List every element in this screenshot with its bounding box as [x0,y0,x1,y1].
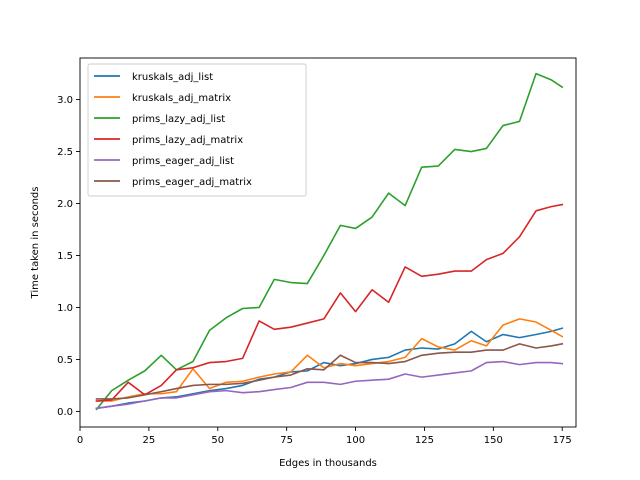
y-tick-label: 3.0 [57,95,73,106]
x-tick-label: 150 [484,435,503,446]
x-tick-label: 75 [280,435,293,446]
series-line-kruskals-adj-list [95,327,564,410]
x-tick-label: 100 [346,435,365,446]
legend-entry-kruskals-adj-matrix: kruskals_adj_matrix [132,93,231,104]
legend-entry-prims-lazy-adj-matrix: prims_lazy_adj_matrix [132,135,243,146]
series-line-prims-eager-adj-matrix [95,342,564,400]
legend-entry-kruskals-adj-list: kruskals_adj_list [132,72,213,83]
series-layer [95,72,564,411]
y-tick-label: 2.0 [57,199,73,210]
y-tick-label: 1.5 [57,251,73,262]
x-tick-label: 175 [553,435,572,446]
series-line-prims-lazy-adj-matrix [95,203,564,402]
x-tick-label: 125 [415,435,434,446]
legend: kruskals_adj_list kruskals_adj_matrixprim… [87,63,307,197]
legend-entry-prims-eager-adj-matrix: prims_eager_adj_matrix [132,177,252,188]
axes-layer: 0 25 50 75 100 125 150 175 0.0 0.5 1.0 1.5 2.0 2.5 3.0 [57,57,577,446]
series-line-prims-lazy-adj-list [95,72,564,411]
x-tick-label: 50 [211,435,224,446]
y-tick-label: 0.0 [57,407,73,418]
y-axis-label: Time taken in seconds [30,187,41,300]
series-line-prims-eager-adj-list [95,360,564,410]
x-axis-label: Edges in thousands [279,458,377,469]
legend-entry-prims-eager-adj-list: prims_eager_adj_list [132,156,234,167]
series-line-kruskals-adj-matrix [95,318,564,402]
y-tick-label: 1.0 [57,303,73,314]
y-tick-label: 0.5 [57,355,73,366]
x-tick-label: 0 [77,435,83,446]
axes-frame [79,57,577,428]
legend-entry-prims-lazy-adj-list: prims_lazy_adj_list [132,114,225,125]
legend-box [87,63,307,197]
y-tick-label: 2.5 [57,147,73,158]
x-tick-label: 25 [143,435,156,446]
